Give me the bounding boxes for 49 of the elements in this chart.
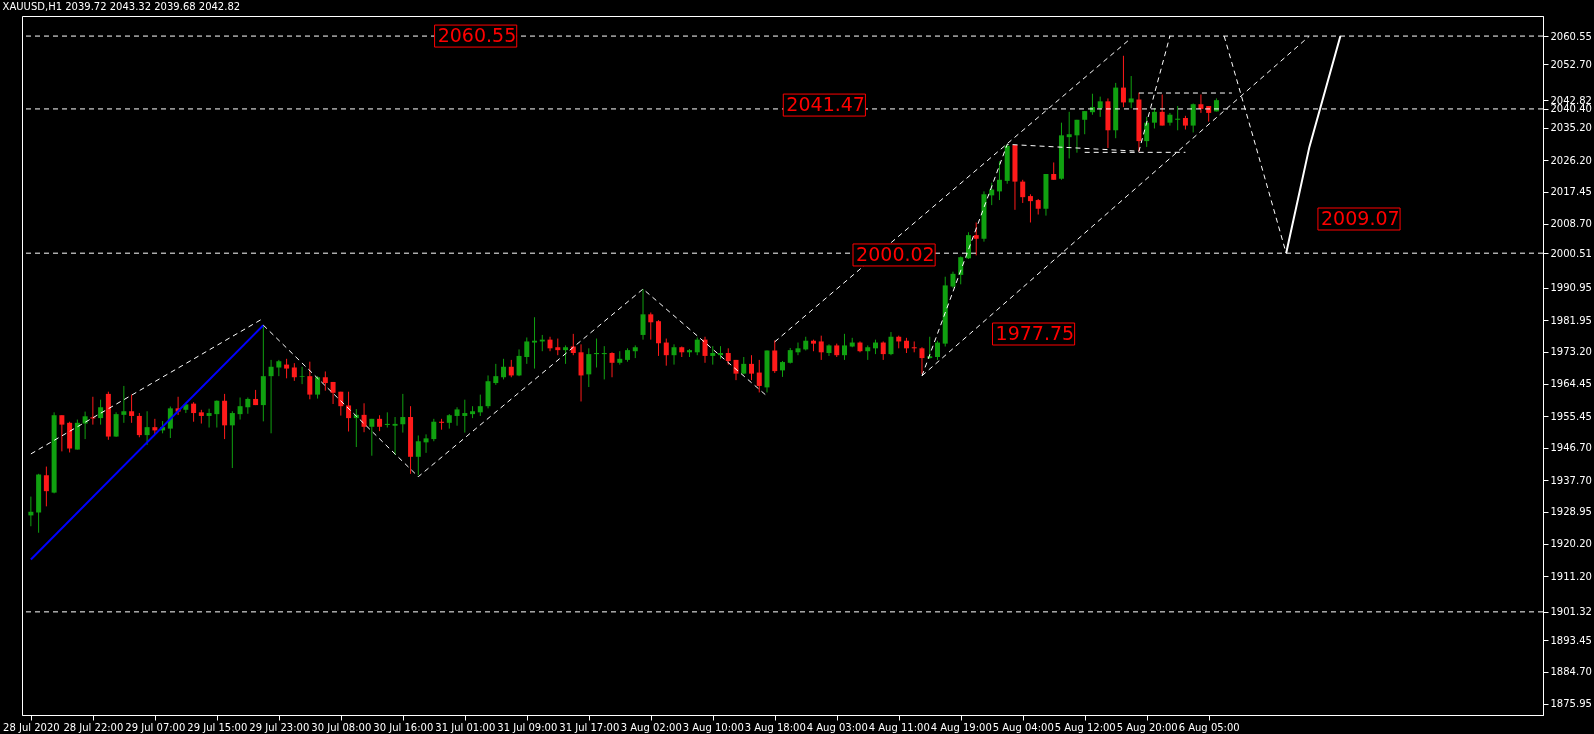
x-tick-label: 30 Jul 16:00	[373, 721, 434, 733]
x-tick-label: 3 Aug 18:00	[744, 721, 806, 733]
y-tick-label: 2042.82	[1550, 94, 1592, 106]
x-tick-label: 4 Aug 03:00	[806, 721, 868, 733]
x-tick-label: 30 Jul 08:00	[311, 721, 372, 733]
chart-title: XAUUSD,H1 2039.72 2043.32 2039.68 2042.82	[2, 1, 241, 12]
annotation: 2060.55	[437, 24, 517, 47]
x-tick-label: 3 Aug 02:00	[620, 721, 682, 733]
x-tick-label: 29 Jul 23:00	[249, 721, 310, 733]
y-tick-label: 1884.70	[1550, 666, 1592, 678]
y-tick-label: 2008.70	[1550, 218, 1592, 230]
y-tick-label: 2026.20	[1550, 154, 1592, 166]
x-tick-label: 5 Aug 20:00	[1116, 721, 1178, 733]
y-tick-label: 1893.45	[1550, 634, 1592, 646]
annotation: 1977.75	[995, 322, 1075, 344]
y-tick-label: 2060.55	[1550, 30, 1592, 42]
annotation: 2000.02	[856, 242, 935, 265]
y-tick-label: 1990.95	[1550, 282, 1592, 294]
x-tick-label: 4 Aug 11:00	[868, 721, 930, 733]
y-tick-label: 1937.70	[1550, 474, 1592, 486]
y-tick-label: 1981.95	[1550, 314, 1592, 326]
x-tick-label: 6 Aug 05:00	[1178, 721, 1240, 733]
x-tick-label: 31 Jul 09:00	[497, 721, 558, 733]
x-tick-label: 28 Jul 22:00	[63, 721, 124, 733]
y-tick-label: 1955.45	[1550, 410, 1592, 422]
y-tick-label: 2040.40	[1550, 103, 1592, 115]
x-tick-label: 5 Aug 12:00	[1054, 721, 1116, 733]
y-tick-label: 1901.32	[1550, 606, 1592, 618]
x-tick-label: 28 Jul 2020	[3, 721, 60, 733]
y-tick-label: 2035.20	[1550, 122, 1592, 134]
annotation: 2041.47	[786, 93, 865, 116]
y-tick-label: 2000.51	[1550, 247, 1592, 259]
y-tick-label: 1973.20	[1550, 346, 1592, 358]
y-tick-label: 1946.70	[1550, 442, 1592, 454]
y-tick-label: 1911.20	[1550, 570, 1592, 582]
x-tick-label: 3 Aug 10:00	[682, 721, 744, 733]
x-tick-label: 31 Jul 17:00	[559, 721, 620, 733]
x-tick-label: 5 Aug 04:00	[992, 721, 1054, 733]
x-tick-label: 4 Aug 19:00	[930, 721, 992, 733]
y-tick-label: 2017.45	[1550, 186, 1592, 198]
x-tick-label: 29 Jul 07:00	[125, 721, 186, 733]
x-tick-label: 31 Jul 01:00	[435, 721, 496, 733]
y-tick-label: 2052.70	[1550, 58, 1592, 70]
y-tick-label: 1964.45	[1550, 378, 1592, 390]
y-tick-label: 1928.95	[1550, 506, 1592, 518]
x-tick-label: 29 Jul 15:00	[187, 721, 248, 733]
y-tick-label: 1920.20	[1550, 538, 1592, 550]
y-tick-label: 1875.95	[1550, 698, 1592, 710]
annotation: 2009.07	[1321, 207, 1400, 229]
